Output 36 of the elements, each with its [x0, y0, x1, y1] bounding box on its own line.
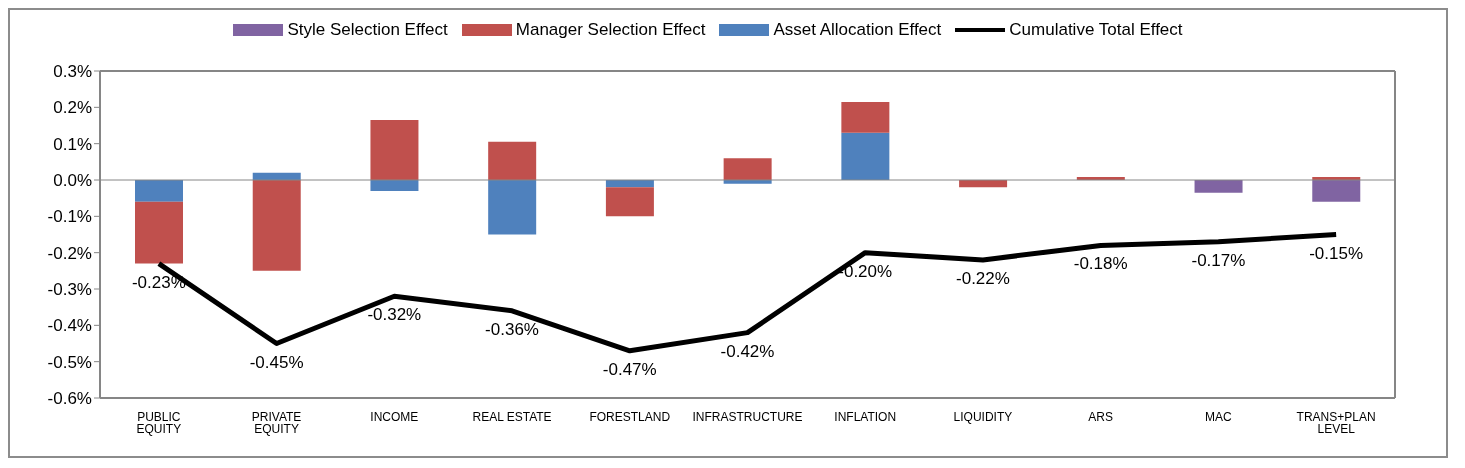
x-tick-label: TRANS+PLAN LEVEL [1296, 409, 1376, 436]
data-label: -0.47% [602, 359, 657, 379]
x-tick-label: INCOME [370, 409, 419, 424]
data-label: -0.18% [1073, 254, 1128, 274]
x-tick-label: PUBLIC EQUITY [136, 409, 182, 436]
x-tick-label: PRIVATE EQUITY [251, 409, 302, 436]
y-tick-label: 0.0% [53, 171, 92, 191]
x-tick-label: MAC [1205, 409, 1233, 424]
y-tick-label: -0.5% [47, 352, 92, 372]
data-label: -0.17% [1191, 250, 1246, 270]
legend-label: Asset Allocation Effect [773, 20, 942, 40]
y-tick-label: -0.2% [47, 243, 92, 263]
legend-label: Style Selection Effect [287, 20, 448, 40]
data-label: -0.45% [249, 352, 304, 372]
data-label: -0.32% [367, 305, 422, 325]
x-tick-label: INFLATION [834, 409, 897, 424]
y-tick-label: 0.1% [53, 134, 92, 154]
data-label: -0.23% [131, 272, 186, 292]
data-label: -0.22% [956, 268, 1010, 288]
legend-label: Manager Selection Effect [515, 20, 706, 40]
x-tick-label: LIQUIDITY [953, 409, 1013, 424]
y-tick-label: -0.3% [47, 280, 92, 300]
y-tick-label: 0.3% [53, 62, 92, 82]
y-tick-label: -0.6% [47, 389, 92, 409]
x-tick-label: ARS [1088, 409, 1114, 424]
y-tick-label: 0.2% [53, 98, 92, 118]
y-tick-label: -0.4% [47, 316, 92, 336]
y-tick-label: -0.1% [47, 207, 92, 227]
x-tick-label: FORESTLAND [589, 409, 671, 424]
data-label: -0.42% [720, 341, 775, 361]
x-tick-label: INFRASTRUCTURE [692, 409, 803, 424]
x-tick-label: REAL ESTATE [472, 409, 552, 424]
data-label: -0.15% [1309, 243, 1364, 263]
legend-label: Cumulative Total Effect [1009, 20, 1183, 40]
data-label: -0.20% [838, 261, 893, 281]
data-label: -0.36% [485, 319, 539, 339]
